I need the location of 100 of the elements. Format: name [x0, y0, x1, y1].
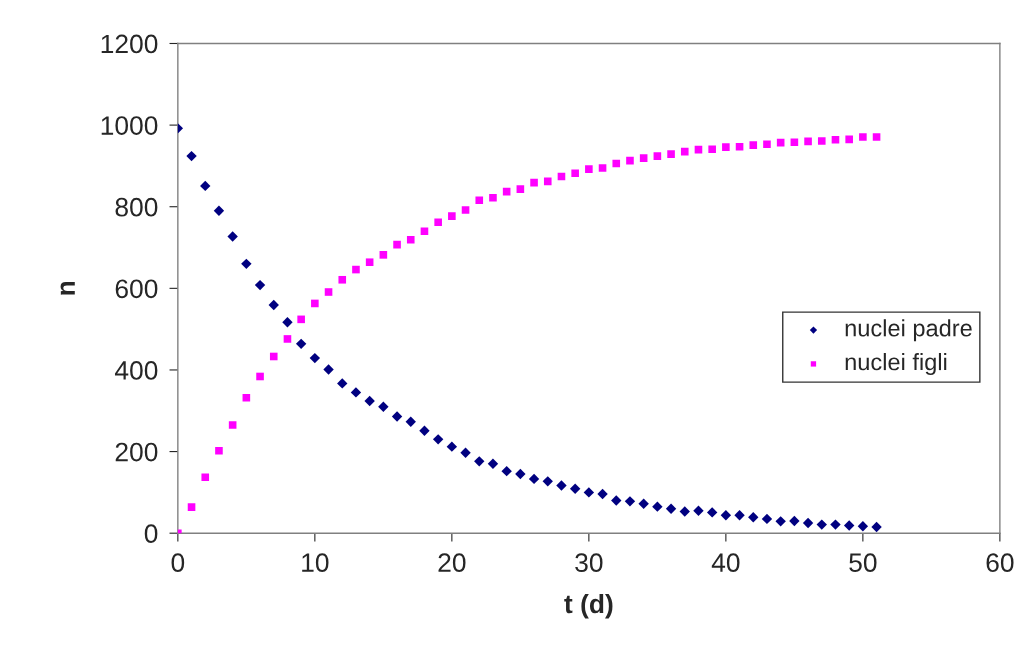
point — [432, 434, 444, 445]
point — [282, 317, 293, 328]
point — [391, 411, 403, 422]
point — [311, 299, 319, 308]
point — [611, 495, 622, 506]
point — [420, 227, 429, 236]
point — [405, 416, 416, 427]
point — [775, 516, 786, 527]
point — [543, 177, 552, 186]
point — [597, 488, 608, 500]
point — [283, 335, 292, 343]
point — [228, 421, 237, 429]
point — [653, 152, 662, 160]
point — [817, 137, 826, 145]
x-tick-label: 0 — [171, 553, 185, 573]
point — [323, 364, 334, 375]
point — [583, 487, 595, 498]
point — [763, 140, 771, 149]
point — [859, 133, 867, 141]
point — [556, 480, 567, 491]
point — [460, 447, 471, 458]
point — [706, 507, 718, 518]
point — [816, 519, 827, 530]
point — [830, 519, 841, 530]
point — [419, 425, 430, 436]
point — [379, 251, 388, 259]
point — [365, 258, 374, 267]
point — [680, 147, 689, 156]
y-tick-label: 800 — [115, 197, 158, 217]
point — [434, 218, 442, 227]
point — [338, 275, 347, 284]
point — [446, 441, 458, 452]
point — [378, 401, 389, 412]
point — [871, 521, 882, 533]
point — [309, 352, 321, 364]
point — [242, 393, 251, 402]
point — [350, 387, 362, 398]
point — [475, 196, 484, 204]
point — [213, 205, 225, 216]
x-tick-label: 20 — [438, 553, 466, 573]
point — [831, 135, 840, 144]
point — [748, 512, 759, 523]
y-tick-label: 200 — [115, 442, 158, 462]
point — [872, 133, 881, 141]
point — [734, 510, 745, 521]
point — [569, 483, 581, 494]
point — [187, 503, 196, 511]
point — [624, 496, 636, 507]
y-tick-label: 0 — [144, 524, 158, 544]
point — [515, 468, 526, 480]
point — [804, 137, 812, 146]
point — [598, 164, 607, 172]
point — [749, 141, 758, 149]
point — [474, 456, 485, 467]
point — [542, 476, 553, 487]
point — [324, 288, 333, 296]
point — [530, 178, 538, 187]
x-tick-label: 30 — [575, 553, 603, 573]
point — [639, 154, 648, 162]
point — [200, 180, 211, 192]
point — [843, 520, 855, 531]
point — [845, 135, 853, 144]
point — [337, 378, 348, 389]
point — [665, 503, 677, 514]
y-tick-label: 600 — [115, 279, 158, 299]
point — [364, 395, 375, 407]
x-tick-label: 40 — [711, 553, 740, 573]
point — [652, 501, 663, 512]
y-axis-title: n — [60, 281, 75, 295]
point — [722, 143, 730, 151]
point — [487, 458, 499, 470]
point — [667, 150, 675, 158]
y-tick-label: 1000 — [101, 116, 158, 135]
point — [857, 521, 869, 532]
point — [393, 240, 401, 249]
point — [679, 506, 690, 517]
point — [254, 279, 266, 291]
point — [501, 465, 512, 477]
point — [585, 165, 593, 173]
x-tick-label: 60 — [986, 553, 1014, 573]
point — [186, 150, 197, 162]
x-axis-title: t (d) — [564, 593, 613, 619]
point — [489, 193, 497, 202]
point — [790, 138, 799, 147]
point — [693, 505, 704, 516]
point — [626, 156, 634, 165]
x-tick-label: 50 — [849, 553, 877, 573]
point — [448, 212, 456, 220]
point — [268, 299, 279, 311]
point — [761, 513, 773, 525]
point — [571, 169, 579, 178]
point — [215, 446, 223, 455]
point — [638, 498, 649, 510]
point — [256, 372, 264, 381]
point — [789, 515, 800, 527]
point — [295, 338, 307, 350]
point — [297, 315, 305, 324]
point — [528, 473, 540, 485]
point — [227, 231, 238, 242]
point — [516, 185, 525, 193]
